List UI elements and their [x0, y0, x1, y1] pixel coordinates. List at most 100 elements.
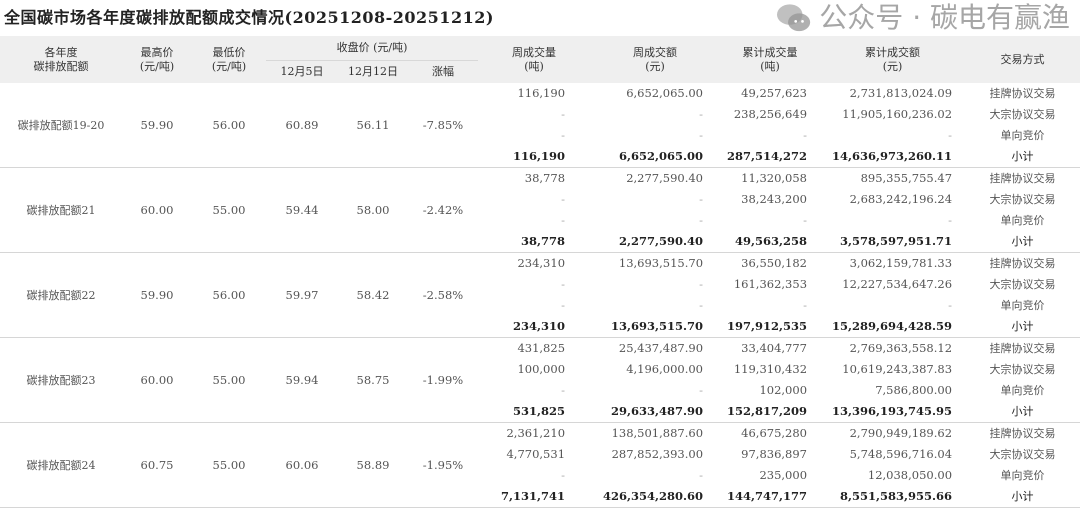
cum-volume-cell: 46,675,280 [741, 426, 808, 440]
week-amount-cell: - [699, 298, 704, 312]
carbon-allowance-table: 各年度 碳排放配额 最高价 (元/吨) 最低价 (元/吨) 收盘价 (元/吨) 周成交… [0, 36, 1080, 508]
high-price-cell: 59.90 [122, 252, 192, 338]
change-cell: -2.42% [408, 167, 479, 253]
change-cell: -2.58% [408, 252, 479, 338]
header-method: 交易方式 [965, 36, 1080, 83]
cum-amount-cell: 8,551,583,955.66 [820, 486, 966, 508]
week-amount-cell: - [699, 468, 704, 482]
week-volume-cell: 234,310 [517, 256, 566, 270]
cum-volume-cell: 49,257,623 [741, 86, 808, 100]
week-volume-cell: - [561, 192, 566, 206]
method-cell: 大宗协议交易 [989, 108, 1056, 121]
table-row: 碳排放配额19-20 59.90 56.00 60.89 56.11 -7.85% 116,… [0, 83, 1080, 168]
cum-volume-cell: 97,836,897 [741, 447, 808, 461]
header-cum-amount: 累计成交额 (元) [820, 36, 966, 83]
method-cell: 小计 [965, 316, 1080, 338]
high-price-cell: 60.00 [122, 167, 192, 253]
method-cell: 单向竞价 [1000, 129, 1045, 142]
method-cell: 小计 [965, 486, 1080, 508]
low-price-cell: 55.00 [192, 422, 266, 508]
header-close-curr: 12月12日 [338, 60, 408, 83]
cum-amount-cell: 2,790,949,189.62 [849, 426, 953, 440]
week-volume-cell: 431,825 [517, 341, 566, 355]
table-row: 碳排放配额21 60.00 55.00 59.44 58.00 -2.42% 38,778 2… [0, 167, 1080, 253]
week-amount-cell: 13,693,515.70 [618, 256, 704, 270]
cum-volume-cell: - [803, 298, 808, 312]
cum-volume-cell: 119,310,432 [733, 362, 808, 376]
table-row: - - 38,243,200 2,683,242,196.24 大宗协议交易 [0, 189, 1080, 210]
table-row: - - 235,000 12,038,050.00 单向竞价 [0, 465, 1080, 486]
subtotal-row: 116,190 6,652,065.00 287,514,272 14,636,973… [0, 146, 1080, 168]
week-amount-cell: 29,633,487.90 [590, 401, 721, 423]
change-cell: -1.99% [408, 337, 479, 423]
table-row: - - 102,000 7,586,800.00 单向竞价 [0, 380, 1080, 401]
header-week-amount: 周成交额 (元) [590, 36, 721, 83]
header-close: 收盘价 (元/吨) [266, 36, 479, 61]
week-amount-cell: 2,277,590.40 [590, 231, 721, 253]
cum-amount-cell: 5,748,596,716.04 [849, 447, 953, 461]
method-cell: 大宗协议交易 [989, 363, 1056, 376]
high-price-cell: 60.75 [122, 422, 192, 508]
week-amount-cell: 6,652,065.00 [590, 146, 721, 168]
week-volume-cell: 116,190 [517, 86, 566, 100]
cum-amount-cell: 7,586,800.00 [875, 383, 953, 397]
cum-amount-cell: 11,905,160,236.02 [842, 107, 953, 121]
table-row: - - - - 单向竞价 [0, 295, 1080, 316]
week-amount-cell: 13,693,515.70 [590, 316, 721, 338]
table-row: - - 238,256,649 11,905,160,236.02 大宗协议交易 [0, 104, 1080, 125]
cum-volume-cell: - [803, 128, 808, 142]
close-curr-cell: 58.75 [338, 337, 408, 423]
low-price-cell: 55.00 [192, 167, 266, 253]
cum-amount-cell: 14,636,973,260.11 [820, 146, 966, 168]
close-curr-cell: 58.00 [338, 167, 408, 253]
close-curr-cell: 58.89 [338, 422, 408, 508]
header-high: 最高价 (元/吨) [122, 36, 192, 83]
week-amount-cell: 4,196,000.00 [626, 362, 704, 376]
method-cell: 大宗协议交易 [989, 278, 1056, 291]
table-row: 4,770,531 287,852,393.00 97,836,897 5,748,5… [0, 444, 1080, 465]
method-cell: 单向竞价 [1000, 469, 1045, 482]
vintage-cell: 碳排放配额24 [0, 422, 122, 508]
cum-volume-cell: 49,563,258 [720, 231, 821, 253]
watermark-text: 公众号 · 碳电有赢渔 [819, 0, 1070, 34]
low-price-cell: 56.00 [192, 83, 266, 168]
method-cell: 小计 [965, 401, 1080, 423]
cum-volume-cell: 235,000 [759, 468, 808, 482]
cum-amount-cell: 3,062,159,781.33 [849, 256, 953, 270]
cum-amount-cell: - [948, 128, 953, 142]
week-volume-cell: 7,131,741 [478, 486, 591, 508]
cum-amount-cell: - [948, 213, 953, 227]
method-cell: 单向竞价 [1000, 214, 1045, 227]
week-amount-cell: 2,277,590.40 [626, 171, 704, 185]
cum-amount-cell: 10,619,243,387.83 [842, 362, 953, 376]
cum-amount-cell: 13,396,193,745.95 [820, 401, 966, 423]
header-low: 最低价 (元/吨) [192, 36, 266, 83]
header-week-volume: 周成交量 (吨) [478, 36, 591, 83]
cum-amount-cell: 2,683,242,196.24 [849, 192, 953, 206]
vintage-cell: 碳排放配额23 [0, 337, 122, 423]
table-header: 各年度 碳排放配额 最高价 (元/吨) 最低价 (元/吨) 收盘价 (元/吨) 周成交… [0, 36, 1080, 83]
low-price-cell: 55.00 [192, 337, 266, 423]
low-price-cell: 56.00 [192, 252, 266, 338]
header-vintage: 各年度 碳排放配额 [0, 36, 122, 83]
method-cell: 挂牌协议交易 [989, 87, 1056, 100]
cum-amount-cell: 895,355,755.47 [860, 171, 953, 185]
change-cell: -1.95% [408, 422, 479, 508]
week-amount-cell: - [699, 107, 704, 121]
week-volume-cell: 100,000 [517, 362, 566, 376]
close-prev-cell: 60.89 [266, 83, 338, 168]
week-amount-cell: 426,354,280.60 [590, 486, 721, 508]
close-prev-cell: 60.06 [266, 422, 338, 508]
method-cell: 单向竞价 [1000, 384, 1045, 397]
method-cell: 挂牌协议交易 [989, 342, 1056, 355]
watermark: 公众号 · 碳电有赢渔 [775, 0, 1070, 35]
method-cell: 挂牌协议交易 [989, 172, 1056, 185]
high-price-cell: 59.90 [122, 83, 192, 168]
method-cell: 挂牌协议交易 [989, 427, 1056, 440]
subtotal-row: 234,310 13,693,515.70 197,912,535 15,289,69… [0, 316, 1080, 338]
close-curr-cell: 58.42 [338, 252, 408, 338]
close-prev-cell: 59.44 [266, 167, 338, 253]
method-cell: 小计 [965, 231, 1080, 253]
cum-volume-cell: 38,243,200 [741, 192, 808, 206]
cum-volume-cell: 238,256,649 [733, 107, 808, 121]
